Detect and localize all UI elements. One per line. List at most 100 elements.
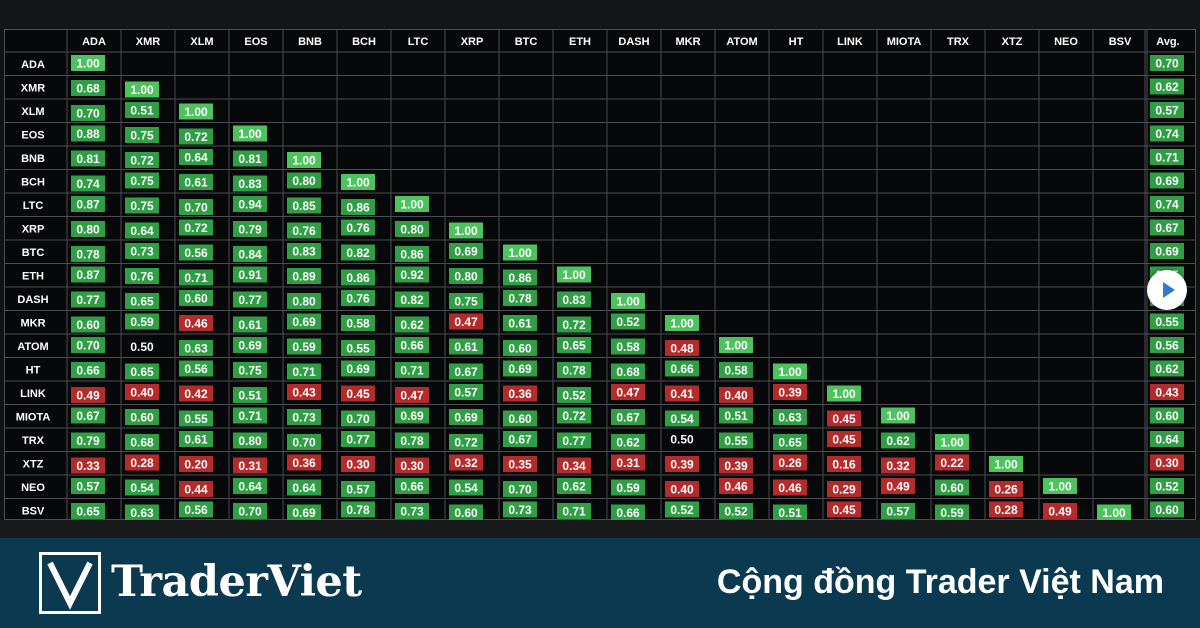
cell-box [611,338,645,355]
column-header: NEO [1054,36,1078,48]
avg-cell-box [1150,149,1184,165]
cell-box [341,174,375,190]
cell-box [71,105,105,121]
cell-value: 0.49 [886,480,910,494]
cell-value: 0.71 [562,505,586,519]
cell-box [935,454,969,471]
cell-box [287,504,321,520]
cell-value: 0.70 [508,483,532,497]
cell-value: 0.54 [670,412,694,426]
cell-value: 0.60 [508,412,532,426]
cell-box [71,407,105,424]
cell-value: 0.82 [400,293,424,307]
cell-value: 0.49 [1048,505,1072,519]
cell-box [719,503,753,519]
cell-value: 0.69 [400,409,424,423]
cell-value: 0.88 [76,127,100,141]
cell-box [233,407,267,424]
cell-value: 0.76 [130,270,154,284]
cell-box [449,434,483,450]
cell-box [395,291,429,308]
cell-value: 0.22 [940,456,964,470]
cell-value: 0.54 [454,481,478,495]
avg-column-header: Avg. [1156,36,1179,48]
avg-cell-value: 0.69 [1155,174,1179,188]
cell-value: 0.40 [130,386,154,400]
cell-box [719,337,753,353]
cell-value: 1.00 [292,154,316,168]
cell-value: 0.39 [670,458,694,472]
cell-value: 0.36 [508,387,532,401]
cell-value: 0.35 [508,458,532,472]
cell-value: 0.77 [76,293,100,307]
cell-value: 0.63 [130,506,154,520]
cell-box [449,222,483,239]
cell-box [1043,503,1077,519]
avg-cell-box [1150,360,1184,377]
cell-box [71,266,105,283]
cell-box [125,479,159,496]
cell-box [449,268,483,284]
cell-value: 0.86 [346,201,370,215]
cell-box [341,456,375,472]
cell-box [179,410,213,427]
cell-box [71,503,105,519]
avg-cell-value: 0.74 [1155,127,1179,141]
cell-box [125,504,159,520]
cell-box [665,410,699,427]
cell-value: 1.00 [616,295,640,309]
cell-box [989,456,1023,472]
cell-box [611,313,645,330]
cell-value: 0.76 [346,221,370,235]
cell-value: 0.28 [994,503,1018,517]
cell-box [287,384,321,400]
cell-value: 0.78 [562,364,586,378]
cell-value: 0.65 [778,436,802,450]
play-button[interactable] [1147,270,1187,310]
cell-value: 0.73 [508,503,532,517]
column-header: BSV [1109,36,1132,48]
cell-value: 0.70 [346,412,370,426]
brand-logo[interactable]: TraderViet [39,552,399,614]
cell-box [665,481,699,497]
avg-cell-box [1150,431,1184,447]
cell-value: 0.60 [184,292,208,306]
cell-value: 0.32 [454,456,478,470]
cell-box [71,432,105,449]
cell-value: 0.55 [184,412,208,426]
cell-box [233,478,267,494]
cell-box [611,504,645,520]
cell-value: 0.39 [724,459,748,473]
cell-box [71,246,105,262]
cell-value: 0.48 [670,342,694,356]
cell-value: 1.00 [400,198,424,212]
cell-box [503,244,537,261]
cell-box [179,269,213,286]
avg-cell-value: 0.62 [1155,362,1179,376]
cell-box [233,125,267,142]
avg-cell-value: 0.69 [1155,245,1179,259]
cell-box [827,431,861,447]
cell-box [233,316,267,333]
cell-box [449,479,483,496]
cell-box [989,501,1023,518]
cell-value: 0.75 [130,199,154,213]
cell-box [125,222,159,239]
cell-value: 0.72 [184,130,208,144]
column-header: HT [789,36,804,48]
cell-box [395,387,429,403]
cell-box [449,243,483,259]
separator-band [0,520,1200,538]
cell-value: 0.57 [454,386,478,400]
cell-box [233,221,267,237]
cell-value: 0.72 [562,318,586,332]
cell-box [503,385,537,402]
cell-box [341,199,375,215]
cell-box [827,501,861,518]
cell-box [395,196,429,212]
row-label: TRX [22,435,45,447]
cell-value: 0.62 [616,436,640,450]
cell-value: 0.43 [292,386,316,400]
cell-box [125,363,159,380]
column-header: BTC [515,36,538,48]
